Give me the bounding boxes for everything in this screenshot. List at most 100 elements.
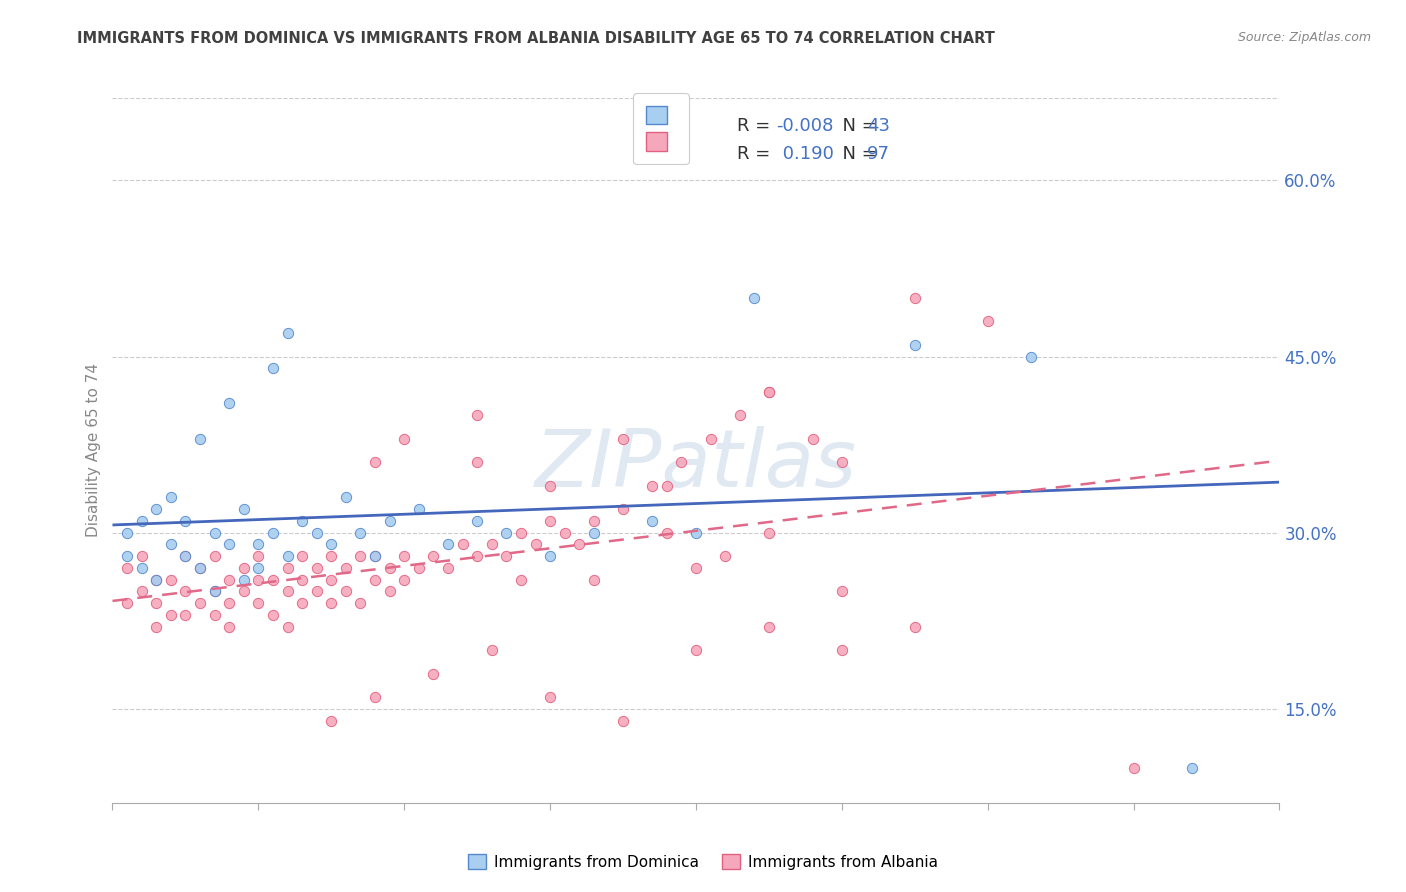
Point — [247, 561, 270, 575]
Point — [204, 549, 226, 564]
Point — [145, 596, 167, 610]
Point — [218, 596, 240, 610]
Point — [481, 537, 503, 551]
Point — [262, 607, 284, 622]
Point — [685, 561, 707, 575]
Point — [247, 537, 270, 551]
Text: 43: 43 — [866, 117, 890, 135]
Point — [538, 478, 561, 492]
Point — [568, 537, 591, 551]
Point — [422, 666, 444, 681]
Point — [131, 514, 153, 528]
Point — [349, 549, 371, 564]
Point — [554, 525, 576, 540]
Point — [465, 409, 488, 423]
Point — [115, 525, 138, 540]
Point — [131, 549, 153, 564]
Point — [321, 714, 343, 728]
Point — [655, 478, 678, 492]
Point — [394, 573, 416, 587]
Y-axis label: Disability Age 65 to 74: Disability Age 65 to 74 — [86, 363, 101, 538]
Point — [378, 514, 401, 528]
Point — [174, 549, 197, 564]
Point — [291, 573, 314, 587]
Point — [160, 491, 183, 505]
Point — [262, 361, 284, 376]
Legend: Immigrants from Dominica, Immigrants from Albania: Immigrants from Dominica, Immigrants fro… — [460, 846, 946, 877]
Point — [509, 525, 531, 540]
Point — [291, 549, 314, 564]
Point — [218, 396, 240, 410]
Point — [1122, 760, 1144, 774]
Point — [335, 561, 357, 575]
Point — [276, 561, 298, 575]
Point — [291, 596, 314, 610]
Point — [160, 537, 183, 551]
Point — [291, 514, 314, 528]
Point — [188, 432, 211, 446]
Point — [538, 549, 561, 564]
Point — [671, 455, 693, 469]
Point — [145, 619, 167, 633]
Point — [408, 502, 430, 516]
Text: IMMIGRANTS FROM DOMINICA VS IMMIGRANTS FROM ALBANIA DISABILITY AGE 65 TO 74 CORR: IMMIGRANTS FROM DOMINICA VS IMMIGRANTS F… — [77, 31, 995, 46]
Text: N =: N = — [831, 145, 883, 162]
Point — [685, 525, 707, 540]
Point — [465, 549, 488, 564]
Point — [174, 514, 197, 528]
Point — [204, 584, 226, 599]
Text: R =: R = — [737, 145, 776, 162]
Point — [538, 514, 561, 528]
Point — [904, 291, 927, 305]
Point — [437, 561, 460, 575]
Point — [321, 573, 343, 587]
Text: N =: N = — [831, 117, 883, 135]
Point — [364, 549, 387, 564]
Point — [437, 537, 460, 551]
Point — [204, 584, 226, 599]
Point — [714, 549, 737, 564]
Point — [465, 455, 488, 469]
Point — [408, 561, 430, 575]
Point — [232, 573, 254, 587]
Point — [276, 584, 298, 599]
Point — [801, 432, 824, 446]
Point — [276, 549, 298, 564]
Point — [321, 549, 343, 564]
Point — [582, 514, 605, 528]
Point — [145, 502, 167, 516]
Point — [160, 607, 183, 622]
Point — [495, 525, 517, 540]
Point — [612, 714, 634, 728]
Point — [728, 409, 751, 423]
Point — [758, 384, 780, 399]
Text: Source: ZipAtlas.com: Source: ZipAtlas.com — [1237, 31, 1371, 45]
Point — [174, 584, 197, 599]
Point — [422, 549, 444, 564]
Point — [232, 502, 254, 516]
Point — [247, 596, 270, 610]
Point — [364, 690, 387, 705]
Point — [131, 561, 153, 575]
Point — [204, 607, 226, 622]
Point — [305, 584, 328, 599]
Point — [641, 514, 664, 528]
Point — [232, 561, 254, 575]
Point — [218, 573, 240, 587]
Point — [364, 455, 387, 469]
Point — [218, 619, 240, 633]
Point — [685, 643, 707, 657]
Text: ZIPatlas: ZIPatlas — [534, 425, 858, 504]
Point — [481, 643, 503, 657]
Point — [321, 537, 343, 551]
Point — [831, 643, 853, 657]
Point — [378, 561, 401, 575]
Point — [145, 573, 167, 587]
Point — [115, 561, 138, 575]
Point — [758, 384, 780, 399]
Point — [904, 619, 927, 633]
Point — [612, 432, 634, 446]
Point — [115, 549, 138, 564]
Text: R =: R = — [737, 117, 776, 135]
Point — [188, 561, 211, 575]
